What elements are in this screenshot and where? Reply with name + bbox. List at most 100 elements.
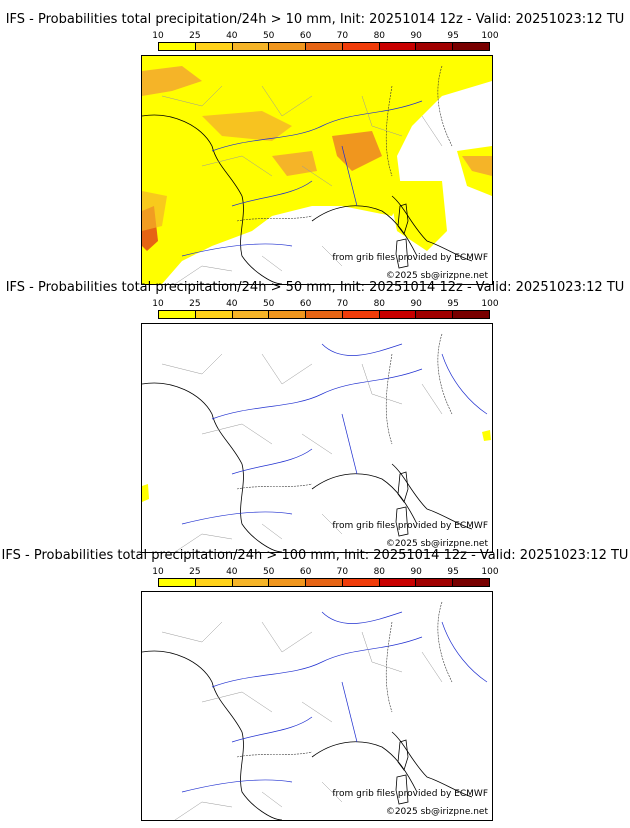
colorbar-label: 90 [410, 299, 422, 309]
colorbar [158, 42, 490, 51]
colorbar-label: 25 [189, 299, 201, 309]
colorbar-label: 25 [189, 31, 201, 41]
copyright: ©2025 sb@irizpne.net [385, 807, 488, 817]
river [231, 180, 313, 207]
colorbar-swatch [195, 579, 233, 586]
colorbar-swatch [269, 43, 307, 50]
map-graphic [142, 56, 492, 284]
source-credit: from grib files provided by ECMWF [332, 253, 488, 263]
river [181, 511, 293, 525]
admin-boundaries [161, 85, 443, 284]
colorbar-label: 40 [226, 567, 238, 577]
precip-area-orange [202, 111, 292, 141]
colorbar-swatch [416, 43, 454, 50]
coastline [391, 463, 473, 530]
colorbar-swatch [306, 311, 343, 318]
coastline [142, 650, 283, 820]
colorbar-swatch [342, 579, 380, 586]
colorbar-label: 25 [189, 567, 201, 577]
river [231, 716, 313, 743]
colorbar [158, 310, 490, 319]
precip-area-orange [272, 151, 317, 176]
colorbar-swatch [195, 311, 233, 318]
river [211, 636, 423, 688]
precip-area-orange [142, 191, 167, 231]
precip-area-yellow [142, 56, 492, 284]
panel-title: IFS - Probabilities total precipitation/… [5, 280, 625, 295]
river [341, 681, 358, 743]
colorbar-label: 100 [481, 299, 499, 309]
colorbar-swatch [416, 311, 454, 318]
admin-boundaries [161, 621, 443, 820]
colorbar-swatch [159, 579, 196, 586]
border [236, 601, 453, 758]
colorbar-swatch [453, 311, 490, 318]
colorbar-label: 50 [262, 299, 275, 309]
colorbar-label: 95 [447, 31, 459, 41]
forecast-panel-10mm: IFS - Probabilities total precipitation/… [0, 11, 630, 285]
colorbar-label: 90 [410, 567, 422, 577]
colorbar-label: 100 [481, 567, 499, 577]
coastline [311, 473, 418, 525]
coastline [311, 205, 418, 257]
river [321, 343, 488, 415]
colorbar-swatch [453, 579, 490, 586]
colorbar-labels: 10 25 40 50 60 70 80 90 95 100 [152, 31, 498, 41]
colorbar-label: 10 [152, 31, 164, 41]
colorbar-swatch [416, 579, 454, 586]
precip-area-orange [332, 131, 382, 171]
colorbar-label: 80 [373, 567, 386, 577]
colorbar-label: 70 [336, 31, 349, 41]
river [211, 368, 423, 420]
river [341, 413, 358, 475]
precip-area-orange [142, 66, 202, 96]
river [341, 145, 358, 207]
colorbar-label: 70 [336, 299, 349, 309]
coastline [391, 195, 473, 262]
map-graphic [142, 333, 491, 552]
precip-area-yellow [387, 181, 447, 251]
colorbar-label: 80 [373, 31, 386, 41]
colorbar-label: 60 [299, 567, 312, 577]
colorbar-swatch [269, 579, 307, 586]
precip-area-yellow [482, 430, 491, 441]
colorbar-label: 100 [481, 31, 499, 41]
colorbar-swatch [306, 579, 343, 586]
colorbar-swatch [232, 311, 270, 318]
colorbar-labels: 10 25 40 50 60 70 80 90 95 100 [152, 299, 498, 309]
map-france: from grib files provided by ECMWF ©2025 … [141, 591, 493, 821]
colorbar-swatch [159, 311, 196, 318]
colorbar-label: 60 [299, 31, 312, 41]
colorbar-label: 50 [262, 31, 275, 41]
colorbar-label: 95 [447, 299, 459, 309]
colorbar-label: 80 [373, 299, 386, 309]
precip-area-orange [462, 156, 492, 176]
coastline [142, 114, 283, 284]
colorbar-label: 10 [152, 567, 164, 577]
panel-title: IFS - Probabilities total precipitation/… [1, 548, 629, 563]
coastline [142, 382, 283, 552]
colorbar-swatch [195, 43, 233, 50]
river [231, 448, 313, 475]
colorbar-label: 40 [226, 299, 238, 309]
river [321, 611, 488, 683]
colorbar-label: 90 [410, 31, 422, 41]
map-graphic [142, 601, 488, 820]
coastline [311, 741, 418, 793]
colorbar-label: 95 [447, 567, 459, 577]
colorbar-swatch [453, 43, 490, 50]
island-sardinia [395, 774, 409, 805]
island-corsica [397, 739, 409, 771]
river [181, 779, 293, 793]
copyright: ©2025 sb@irizpne.net [385, 539, 488, 549]
colorbar-swatch [379, 311, 417, 318]
island-sardinia [395, 238, 409, 269]
colorbar-swatch [159, 43, 196, 50]
colorbar-label: 10 [152, 299, 164, 309]
colorbar [158, 578, 490, 587]
island-sardinia [395, 506, 409, 537]
colorbar-swatch [342, 43, 380, 50]
colorbar-swatch [379, 579, 417, 586]
colorbar-swatch [306, 43, 343, 50]
colorbar-swatch [342, 311, 380, 318]
